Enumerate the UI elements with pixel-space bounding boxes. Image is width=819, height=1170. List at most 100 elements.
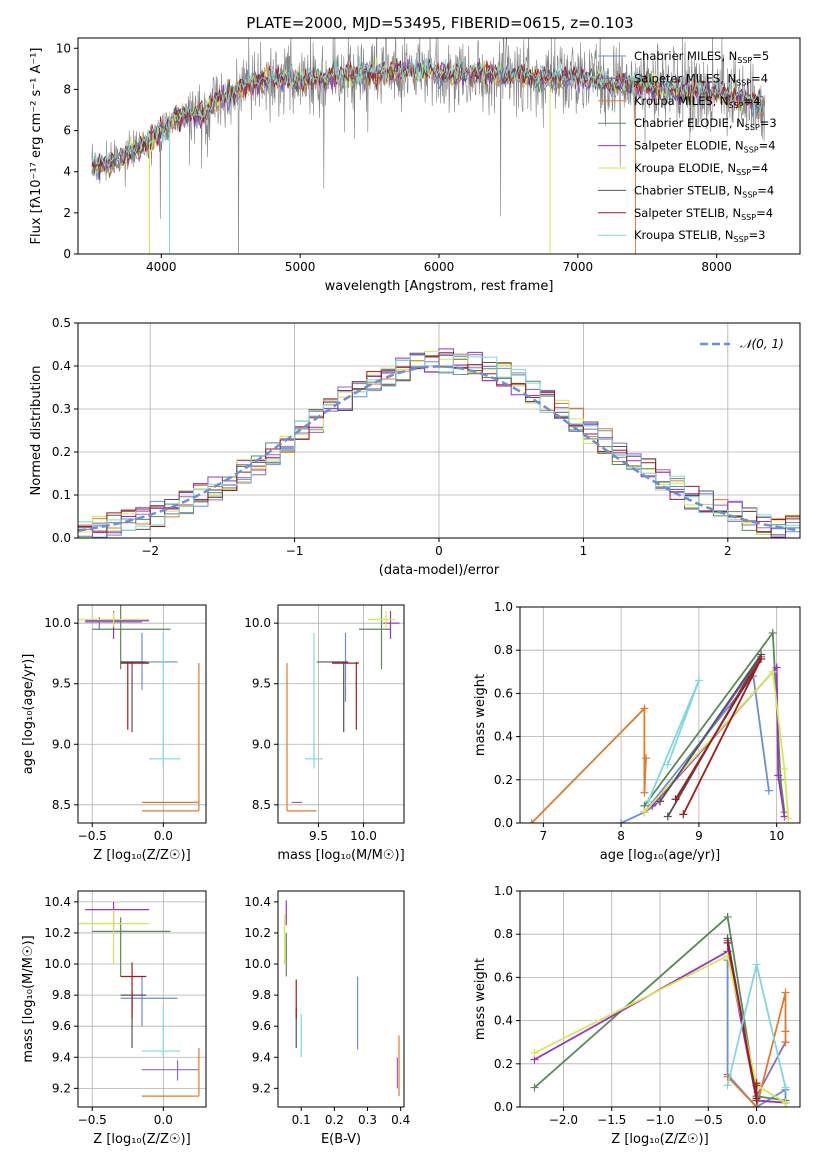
series-marker bbox=[663, 812, 672, 821]
y-tick-label: 10.0 bbox=[44, 957, 71, 971]
series-marker bbox=[640, 808, 649, 817]
series-marker bbox=[663, 760, 672, 769]
y-tick-label: 10.0 bbox=[44, 616, 71, 630]
y-axis-label: Normed distribution bbox=[29, 366, 44, 496]
y-tick-label: 10 bbox=[56, 41, 71, 55]
x-tick-label: −1 bbox=[286, 544, 304, 558]
errorbar-point bbox=[286, 663, 317, 812]
series-marker bbox=[781, 1083, 790, 1092]
y-tick-label: 0.0 bbox=[494, 1100, 513, 1114]
y-tick-label: 9.0 bbox=[252, 737, 271, 751]
y-tick-label: 9.5 bbox=[52, 677, 71, 691]
y-tick-label: 8.5 bbox=[252, 798, 271, 812]
y-tick-label: 0.0 bbox=[52, 531, 71, 545]
errorbar-point bbox=[120, 661, 147, 733]
series-marker bbox=[617, 819, 626, 823]
axes-weight-vs-Z: −2.0 −1.5 −1.0 −0.5 0.0 0.0 0.2 0.4 0.6 0.8 1.0 Z [… bbox=[473, 884, 801, 1147]
y-axis-label: Flux [fλ10⁻¹⁷ erg cm⁻² s⁻¹ A⁻¹] bbox=[29, 48, 44, 245]
x-tick-label: 2 bbox=[724, 544, 732, 558]
y-tick-label: 1.0 bbox=[494, 884, 513, 898]
series-marker bbox=[764, 786, 773, 795]
axes-frame bbox=[77, 604, 207, 824]
axes-spectrum: 4000 5000 6000 7000 8000 0 2 4 6 8 10 wavelength [A… bbox=[29, 37, 801, 294]
y-tick-label: 0.6 bbox=[494, 686, 513, 700]
y-tick-label: 9.6 bbox=[52, 1019, 71, 1033]
series-marker bbox=[671, 795, 680, 804]
series-marker bbox=[723, 1081, 732, 1090]
y-tick-label: 9.2 bbox=[52, 1081, 71, 1095]
series-kroupa-miles bbox=[527, 704, 650, 823]
figure-title: PLATE=2000, MJD=53495, FIBERID=0615, z=0… bbox=[246, 14, 633, 32]
x-tick-label: 10 bbox=[769, 829, 784, 843]
series-marker bbox=[774, 771, 783, 780]
errorbar-point bbox=[85, 611, 150, 639]
series-marker bbox=[530, 1083, 539, 1092]
x-tick-label: −0.5 bbox=[694, 1113, 723, 1127]
x-tick-label: 0.1 bbox=[292, 1113, 311, 1127]
errorbar-point bbox=[120, 661, 150, 730]
errorbar-point bbox=[305, 632, 323, 769]
series-marker bbox=[752, 1094, 761, 1103]
plot-area-residuals bbox=[78, 348, 800, 538]
errorbar-point bbox=[142, 663, 200, 812]
errorbar-point bbox=[332, 661, 359, 730]
series-marker bbox=[694, 676, 703, 685]
series-marker bbox=[781, 1027, 790, 1036]
plot-area-weight-vs-age bbox=[527, 628, 793, 823]
y-tick-label: 9.2 bbox=[252, 1081, 271, 1095]
errorbar-point bbox=[85, 901, 150, 933]
x-axis-label: mass [log₁₀(M/M☉)] bbox=[277, 848, 404, 863]
series-marker bbox=[768, 628, 777, 637]
plot-area-age-vs-Z bbox=[78, 605, 200, 812]
y-tick-label: 0 bbox=[63, 247, 71, 261]
y-tick-label: 9.4 bbox=[52, 1050, 71, 1064]
errorbar-point bbox=[120, 632, 178, 690]
plot-area-weight-vs-Z bbox=[530, 912, 790, 1107]
legend-entry: Chabrier STELIB, NSSP=4 bbox=[634, 183, 774, 199]
y-tick-label: 0.3 bbox=[52, 402, 71, 416]
x-tick-label: 0.0 bbox=[154, 829, 173, 843]
x-axis-label: Z [log₁₀(Z/Z☉)] bbox=[93, 1132, 190, 1147]
model-spectrum-kroupa-stelib bbox=[91, 56, 765, 168]
series-line bbox=[533, 915, 786, 1102]
y-tick-label: 0.0 bbox=[494, 816, 513, 830]
series-salpeter-elodie bbox=[648, 663, 789, 821]
x-tick-label: 9.5 bbox=[309, 829, 328, 843]
series-line bbox=[726, 960, 787, 1107]
x-tick-label: 4000 bbox=[146, 260, 177, 274]
series-marker bbox=[772, 663, 781, 672]
series-marker bbox=[527, 819, 536, 823]
legend-entry: Salpeter MILES, NSSP=4 bbox=[634, 71, 768, 87]
gaussian-curve bbox=[78, 365, 798, 532]
y-tick-label: 9.4 bbox=[252, 1050, 271, 1064]
y-tick-label: 10.0 bbox=[244, 616, 271, 630]
legend-entry: Kroupa ELODIE, NSSP=4 bbox=[634, 161, 768, 177]
y-tick-label: 9.8 bbox=[52, 988, 71, 1002]
x-tick-label: 8000 bbox=[701, 260, 732, 274]
errorbar-point bbox=[316, 661, 349, 733]
axes-age-vs-Z: −0.5 0.0 8.5 9.0 9.5 10.0 Z [log₁₀(Z/Z☉)] age [… bbox=[21, 604, 207, 863]
y-tick-label: 0.2 bbox=[494, 1057, 513, 1071]
x-axis-label: E(B-V) bbox=[321, 1132, 361, 1147]
x-tick-label: 8 bbox=[617, 829, 625, 843]
errorbar-point bbox=[149, 632, 181, 769]
errorbar-point bbox=[359, 605, 391, 670]
errorbar-point bbox=[92, 917, 171, 977]
series-marker bbox=[757, 654, 766, 663]
x-tick-label: 1 bbox=[580, 544, 588, 558]
y-tick-label: 9.8 bbox=[252, 988, 271, 1002]
y-tick-label: 0.5 bbox=[52, 316, 71, 330]
y-tick-label: 8.5 bbox=[52, 798, 71, 812]
series-marker bbox=[776, 775, 785, 784]
errorbar-point bbox=[120, 962, 147, 1019]
x-tick-label: 6000 bbox=[424, 260, 455, 274]
y-tick-label: 0.4 bbox=[494, 730, 513, 744]
errorbar-point bbox=[120, 976, 178, 1027]
x-tick-label: 0.2 bbox=[325, 1113, 344, 1127]
series-chabrier-stelib bbox=[656, 650, 766, 821]
x-axis-label: Z [log₁₀(Z/Z☉)] bbox=[93, 848, 190, 863]
series-marker bbox=[530, 1049, 539, 1057]
y-tick-label: 0.2 bbox=[494, 773, 513, 787]
series-kroupa-elodie bbox=[640, 667, 793, 823]
